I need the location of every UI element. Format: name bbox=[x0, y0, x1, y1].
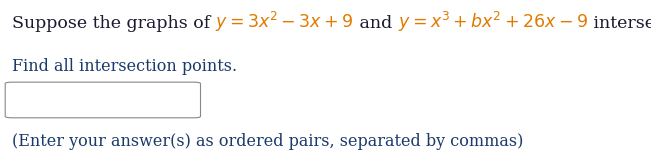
Text: $y = 3x^2 - 3x + 9$: $y = 3x^2 - 3x + 9$ bbox=[215, 10, 353, 34]
Text: and: and bbox=[353, 15, 398, 32]
Text: intersect at: intersect at bbox=[588, 15, 651, 32]
Text: Find all intersection points.: Find all intersection points. bbox=[12, 58, 237, 75]
Text: (Enter your answer(s) as ordered pairs, separated by commas): (Enter your answer(s) as ordered pairs, … bbox=[12, 133, 523, 150]
Text: $y = x^3 + bx^2 + 26x - 9$: $y = x^3 + bx^2 + 26x - 9$ bbox=[398, 10, 588, 34]
Text: Suppose the graphs of: Suppose the graphs of bbox=[12, 15, 215, 32]
